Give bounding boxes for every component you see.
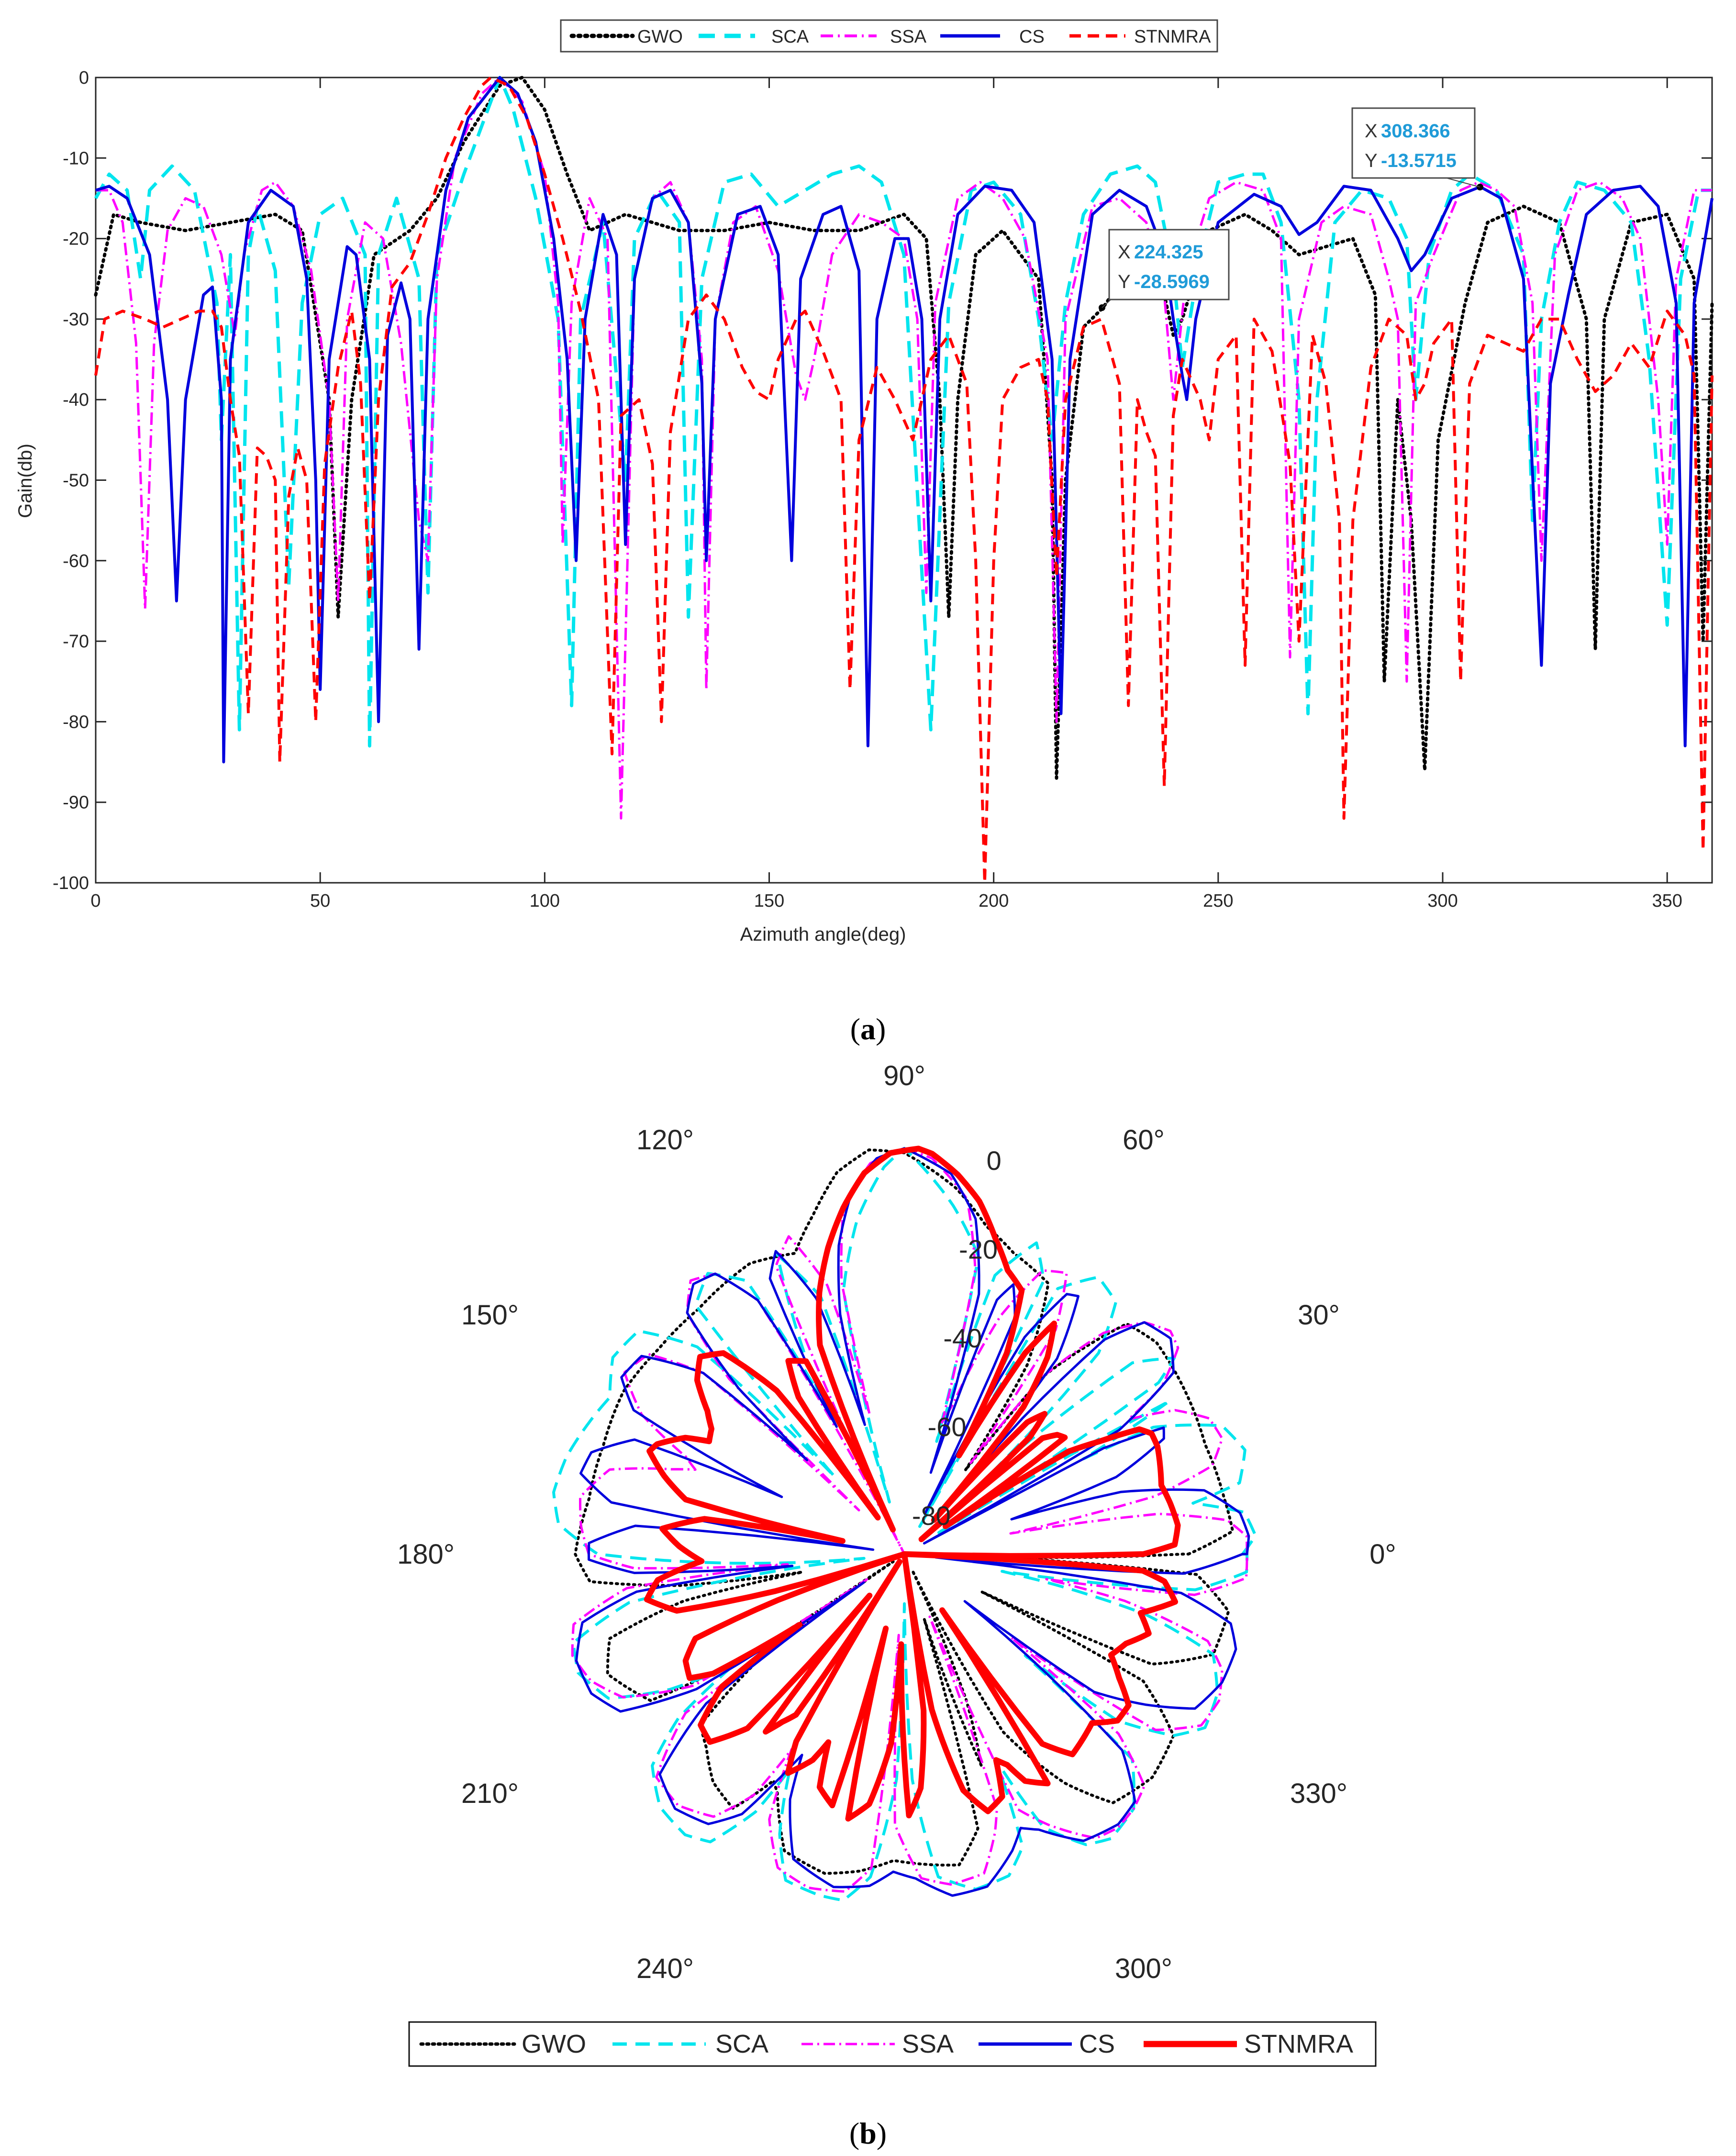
series-line-cs: [95, 76, 1714, 764]
polar-angle-label: 180°: [397, 1539, 455, 1570]
y-tick-label: -90: [63, 793, 89, 813]
x-tick-label: 100: [530, 891, 560, 911]
datatip-1: X 224.325 Y -28.5969: [1099, 229, 1230, 311]
x-tick-label: 200: [979, 891, 1009, 911]
polar-angle-label: 210°: [461, 1778, 519, 1809]
x-tick-label: 0: [90, 891, 100, 911]
legend-b-label-cs: CS: [1079, 2030, 1115, 2058]
caption-b: (b): [849, 2116, 887, 2150]
polar-radius-label: 0: [987, 1145, 1002, 1176]
polar-angle-label: 150°: [461, 1300, 519, 1331]
legend-label-sca: SCA: [771, 27, 809, 47]
y-tick-label: -10: [63, 148, 89, 168]
polar-angle-label: 240°: [636, 1953, 694, 1984]
y-tick-label: -80: [63, 712, 89, 732]
series-line-gwo: [94, 76, 1714, 780]
legend-b-label-sca: SCA: [715, 2030, 768, 2058]
datatip-1-x-key: X: [1118, 242, 1131, 263]
series-line-sca: [94, 76, 1712, 748]
series-line-ssa: [96, 76, 1712, 820]
polar-radius-label: -60: [928, 1412, 967, 1442]
datatip-1-x-value: 224.325: [1134, 242, 1203, 263]
x-tick-label: 350: [1652, 891, 1682, 911]
series-line-stnmra: [94, 76, 1714, 884]
datatip-1-y-key: Y: [1118, 271, 1131, 292]
polar-series-ssa: [571, 1147, 1248, 1893]
polar-series-stnmra: [644, 1145, 1181, 1822]
chart-a-ticks: 0 50 100 150 200 250 300 350 0 -10 -20 -30 -40 -50 -60…: [53, 68, 1712, 911]
chart-b-series: [552, 1145, 1257, 1902]
y-tick-label: -70: [63, 632, 89, 652]
legend-label-gwo: GWO: [637, 27, 683, 47]
chart-a-series: [94, 76, 1714, 884]
chart-b-legend: GWO SCA SSA CS STNMRA: [408, 2021, 1377, 2067]
chart-a-xlabel: Azimuth angle(deg): [740, 924, 906, 945]
y-tick-label: -30: [63, 310, 89, 330]
legend-b-label-ssa: SSA: [902, 2030, 954, 2058]
polar-angle-label: 300°: [1115, 1953, 1172, 1984]
polar-angle-label: 120°: [636, 1124, 694, 1156]
polar-angle-label: 330°: [1290, 1778, 1347, 1809]
polar-radius-label: -80: [912, 1500, 951, 1531]
legend-label-cs: CS: [1019, 27, 1045, 47]
x-tick-label: 50: [310, 891, 330, 911]
datatip-2-x-key: X: [1365, 121, 1378, 142]
y-tick-label: 0: [79, 68, 89, 88]
x-tick-label: 250: [1203, 891, 1233, 911]
y-tick-label: -60: [63, 551, 89, 571]
datatip-1-y-value: -28.5969: [1134, 271, 1210, 292]
chart-b-labels: 0°30°60°90°120°150°180°210°240°270°300°3…: [397, 1060, 1396, 2048]
y-tick-label: -40: [63, 390, 89, 410]
polar-angle-label: 30°: [1298, 1300, 1340, 1331]
datatip-2-y-key: Y: [1365, 150, 1378, 171]
chart-a-legend: GWO SCA SSA CS STNMRA: [560, 19, 1218, 53]
y-tick-label: -20: [63, 229, 89, 249]
legend-label-stnmra: STNMRA: [1134, 27, 1211, 47]
legend-b-label-stnmra: STNMRA: [1244, 2030, 1353, 2058]
caption-a: (a): [850, 1012, 886, 1046]
chart-a-ylabel: Gain(db): [15, 444, 36, 518]
datatip-2-box: [1351, 107, 1476, 179]
x-tick-label: 300: [1427, 891, 1458, 911]
datatip-2-x-value: 308.366: [1381, 121, 1450, 142]
chart-b: 0°30°60°90°120°150°180°210°240°270°300°3…: [397, 1060, 1396, 2150]
polar-series-gwo: [574, 1148, 1235, 1875]
polar-angle-label: 0°: [1369, 1539, 1396, 1570]
polar-series-cs: [575, 1147, 1250, 1897]
y-tick-label: -50: [63, 471, 89, 491]
legend-label-ssa: SSA: [890, 27, 927, 47]
datatip-1-box: [1108, 229, 1230, 300]
x-tick-label: 150: [754, 891, 784, 911]
polar-radius-label: -20: [959, 1234, 998, 1264]
polar-radius-label: -40: [943, 1323, 982, 1353]
polar-angle-label: 90°: [883, 1060, 925, 1091]
datatip-2-y-value: -13.5715: [1381, 150, 1457, 171]
chart-a: GWO SCA SSA CS STNMRA 0 50 100 150 200 250 300…: [15, 19, 1714, 1046]
datatip-2: X 308.366 Y -13.5715: [1351, 107, 1483, 190]
legend-b-label-gwo: GWO: [522, 2030, 586, 2058]
chart-a-plot-area: [95, 77, 1713, 884]
polar-angle-label: 60°: [1123, 1124, 1165, 1156]
y-tick-label: -100: [53, 873, 89, 893]
